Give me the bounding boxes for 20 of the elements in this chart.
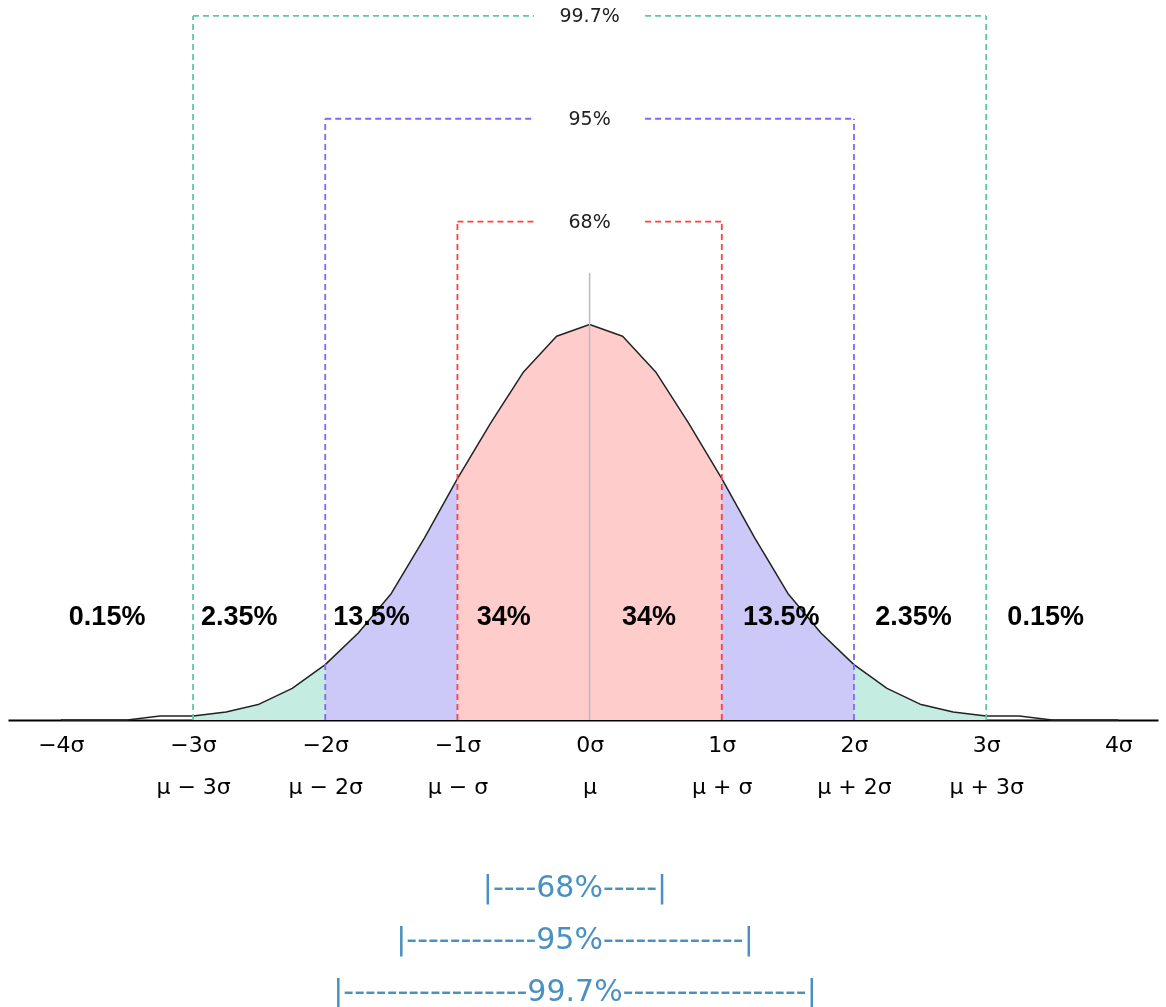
text: 68% (568, 209, 611, 232)
x-tick-label: 3σ μ + 3σ (949, 731, 1024, 799)
annotation: 34% (476, 601, 531, 632)
x-tick-label: 2σ μ + 2σ (817, 731, 892, 799)
x-tick-label: −4σ (38, 731, 85, 757)
annotation: 0.15% (68, 601, 146, 632)
x-tick-label: −3σ μ − 3σ (156, 731, 231, 799)
x-tick-label: 1σ μ + σ (692, 731, 753, 799)
x-tick-label: 4σ (1104, 731, 1133, 757)
text: 99.7% (559, 3, 620, 26)
annotation: 2.35% (201, 601, 278, 632)
text: |------------95%-------------| (396, 921, 754, 957)
text: 95% (568, 106, 611, 129)
text: |----68%-----| (482, 869, 668, 905)
x-tick-label: −2σ μ − 2σ (288, 731, 363, 799)
annotation: 2.35% (875, 601, 952, 632)
annotation: 0.15% (1007, 601, 1084, 632)
x-tick-label: 0σ μ (576, 731, 605, 799)
x-tick-label: −1σ μ − σ (427, 731, 489, 799)
annotation: 34% (622, 601, 677, 632)
